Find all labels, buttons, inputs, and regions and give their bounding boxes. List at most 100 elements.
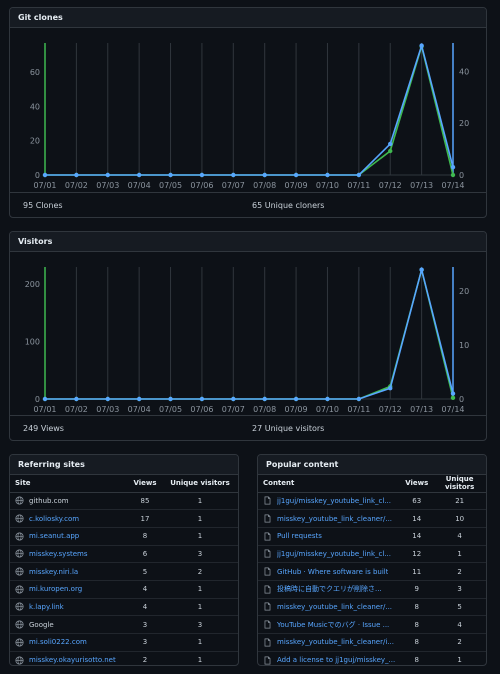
data-point[interactable] <box>419 43 424 48</box>
content-link[interactable]: misskey_youtube_link_cleaner/i... <box>277 638 394 647</box>
y-left-tick-label: 40 <box>30 102 40 111</box>
data-point[interactable] <box>419 267 424 272</box>
site-link[interactable]: misskey.niri.la <box>29 567 79 576</box>
unique-visitors-value: 10 <box>433 509 486 528</box>
x-tick-label: 07/09 <box>285 181 308 190</box>
views-value: 3 <box>128 615 162 634</box>
data-point[interactable] <box>199 172 205 178</box>
unique-visitors-value: 1 <box>162 651 238 665</box>
file-icon <box>264 549 271 558</box>
y-left-tick-label: 0 <box>35 171 40 180</box>
unique-visitors-value: 1 <box>162 633 238 652</box>
views-value: 4 <box>128 598 162 617</box>
site-link[interactable]: misskey.systems <box>29 549 88 558</box>
table-row: misskey_youtube_link_cleaner/i... 8 2 <box>258 633 486 652</box>
content-link[interactable]: Add a license to jj1guj/misskey_... <box>277 656 396 665</box>
data-point[interactable] <box>388 148 393 154</box>
views-value: 12 <box>400 545 434 564</box>
data-point[interactable] <box>42 396 48 402</box>
content-link[interactable]: misskey_youtube_link_cleaner/... <box>277 602 393 611</box>
data-point[interactable] <box>42 172 48 178</box>
clones-summary: 95 Clones 65 Unique cloners <box>10 192 486 217</box>
data-point[interactable] <box>231 172 236 178</box>
clones-total: 95 Clones <box>23 201 63 210</box>
site-link[interactable]: k.lapy.link <box>29 602 64 611</box>
y-left-tick-label: 0 <box>35 395 40 404</box>
data-point[interactable] <box>199 396 205 402</box>
series-line-unique <box>45 42 454 176</box>
unique-visitors-value: 2 <box>433 562 486 581</box>
content-link[interactable]: YouTube Musicでのバグ · Issue ... <box>277 620 390 629</box>
content-link[interactable]: jj1guj/misskey_youtube_link_cl... <box>277 496 391 505</box>
data-point[interactable] <box>293 172 299 178</box>
y-right-tick-label: 0 <box>459 171 464 180</box>
site-link[interactable]: misskey.okayurisotto.net <box>29 656 116 665</box>
data-point[interactable] <box>105 396 110 402</box>
data-point[interactable] <box>293 396 299 402</box>
data-point[interactable] <box>388 141 393 147</box>
unique-visitors-value: 3 <box>162 545 238 564</box>
views-value: 85 <box>128 492 162 511</box>
views-value: 3 <box>128 633 162 652</box>
x-tick-label: 07/05 <box>159 181 182 190</box>
site-link[interactable]: mi.seanut.app <box>29 532 80 541</box>
y-left-tick-label: 200 <box>25 280 40 289</box>
data-point[interactable] <box>450 165 456 170</box>
data-point[interactable] <box>136 396 142 402</box>
unique-visitors-value: 3 <box>433 580 486 599</box>
globe-icon <box>15 532 24 541</box>
globe-icon <box>15 549 24 558</box>
globe-icon <box>15 514 24 523</box>
content-link[interactable]: Pull requests <box>277 532 322 541</box>
data-point[interactable] <box>105 172 110 178</box>
table-row: misskey.niri.la 5 2 <box>10 562 238 581</box>
views-value: 8 <box>400 598 434 617</box>
data-point[interactable] <box>136 172 142 178</box>
data-point[interactable] <box>168 396 173 402</box>
x-tick-label: 07/04 <box>128 181 151 190</box>
data-point[interactable] <box>356 396 362 402</box>
unique-visitors-value: 21 <box>433 492 486 511</box>
data-point[interactable] <box>325 172 330 178</box>
column-header-unique-visitors: Unique visitors <box>433 475 486 493</box>
data-point[interactable] <box>356 172 362 178</box>
clones-panel-title: Git clones <box>10 8 486 28</box>
x-tick-label: 07/14 <box>441 181 464 190</box>
content-link[interactable]: GitHub · Where software is built <box>277 567 389 576</box>
clones-chart: 07/01 07/02 07/03 07/04 07/05 07/06 07/07 07/08… <box>30 42 469 190</box>
clones-unique: 65 Unique cloners <box>252 201 325 210</box>
site-link[interactable]: mi.soli0222.com <box>29 638 87 647</box>
data-point[interactable] <box>231 396 236 402</box>
file-icon <box>264 496 271 505</box>
data-point[interactable] <box>450 395 456 401</box>
popular-content-title: Popular content <box>258 455 486 475</box>
site-link[interactable]: c.koliosky.com <box>29 514 80 523</box>
data-point[interactable] <box>74 396 79 402</box>
globe-icon <box>15 602 24 612</box>
data-point[interactable] <box>450 391 456 396</box>
table-row: mi.kuropen.org 4 1 <box>10 580 238 599</box>
data-point[interactable] <box>262 396 267 402</box>
data-point[interactable] <box>325 396 330 402</box>
x-tick-label: 07/07 <box>222 181 245 190</box>
x-tick-label: 07/01 <box>33 181 56 190</box>
site-link[interactable]: mi.kuropen.org <box>29 585 83 594</box>
views-value: 8 <box>400 615 434 634</box>
content-link[interactable]: misskey_youtube_link_cleaner/... <box>277 514 393 523</box>
table-row: jj1guj/misskey_youtube_link_cl... 63 21 <box>258 492 486 511</box>
data-point[interactable] <box>262 172 267 178</box>
table-row: misskey.systems 6 3 <box>10 545 238 564</box>
content-link[interactable]: jj1guj/misskey_youtube_link_cl... <box>277 549 391 558</box>
content-link[interactable]: 投稿時に自動でクエリが削除さ... <box>277 585 382 594</box>
data-point[interactable] <box>74 172 79 178</box>
x-tick-label: 07/04 <box>128 405 151 414</box>
x-tick-label: 07/02 <box>65 181 88 190</box>
series-line-total <box>45 43 454 176</box>
data-point[interactable] <box>450 172 456 178</box>
views-value: 14 <box>400 509 434 528</box>
table-row: Add a license to jj1guj/misskey_... 8 1 <box>258 651 486 665</box>
data-point[interactable] <box>388 386 393 391</box>
data-point[interactable] <box>168 172 173 178</box>
popular-content-table: Content Views Unique visitors jj1guj/mis… <box>258 475 486 665</box>
x-tick-label: 07/09 <box>285 405 308 414</box>
